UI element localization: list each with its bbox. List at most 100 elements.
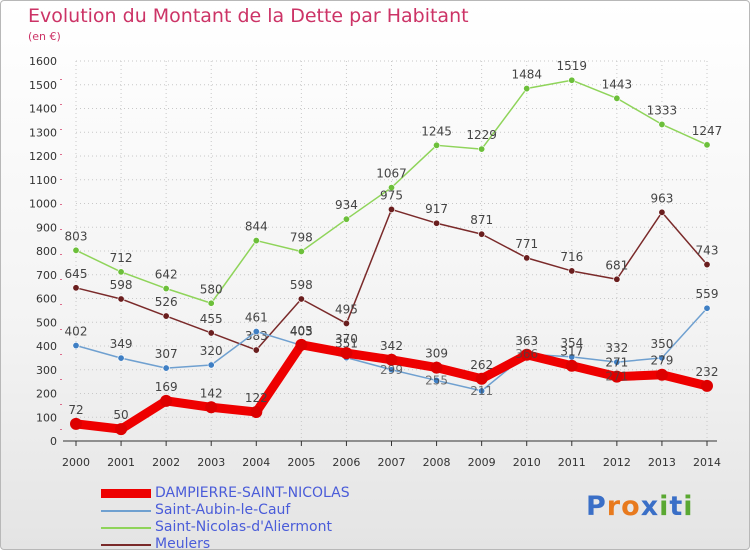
- data-label: 50: [113, 408, 128, 422]
- data-point: [613, 275, 621, 283]
- data-point: [205, 401, 218, 414]
- data-label: 526: [155, 295, 178, 309]
- legend-swatch: [101, 510, 151, 512]
- data-label: 405: [290, 324, 313, 338]
- data-point: [72, 246, 80, 254]
- y-tick-label: 1200: [29, 150, 57, 163]
- data-label: 142: [200, 386, 223, 400]
- x-tick-label: 2011: [558, 456, 586, 469]
- data-point: [162, 312, 170, 320]
- data-point: [703, 141, 711, 149]
- y-tick-label: 700: [36, 269, 57, 282]
- data-point: [297, 247, 305, 255]
- logo-letter: t: [669, 491, 684, 522]
- data-point: [523, 254, 531, 262]
- data-label: 363: [515, 334, 538, 348]
- y-tick-label: 0: [50, 435, 57, 448]
- data-label: 1484: [511, 68, 542, 82]
- y-tick-label: 300: [36, 364, 57, 377]
- y-tick-label: 1000: [29, 198, 57, 211]
- data-point: [342, 319, 350, 327]
- y-tick-label: 400: [36, 340, 57, 353]
- data-label: 975: [380, 188, 403, 202]
- data-label: 232: [696, 365, 719, 379]
- logo-letter: i: [659, 491, 670, 522]
- data-point: [478, 387, 486, 395]
- data-label: 332: [605, 341, 628, 355]
- data-label: 963: [650, 191, 673, 205]
- data-label: 1519: [557, 59, 588, 73]
- x-tick-label: 2002: [152, 456, 180, 469]
- data-label: 461: [245, 311, 268, 325]
- data-label: 598: [290, 278, 313, 292]
- data-label: 122: [245, 391, 268, 405]
- data-point: [117, 354, 125, 362]
- x-tick-label: 2009: [468, 456, 496, 469]
- data-label: 803: [65, 229, 88, 243]
- data-point: [478, 145, 486, 153]
- data-label: 354: [560, 336, 583, 350]
- data-point: [252, 346, 260, 354]
- logo-letter: o: [621, 491, 641, 522]
- y-tick-label: 900: [36, 221, 57, 234]
- data-label: 279: [650, 354, 673, 368]
- data-label: 455: [200, 312, 223, 326]
- logo-letter: r: [606, 491, 622, 522]
- x-tick-label: 2005: [287, 456, 315, 469]
- y-tick-label: 1100: [29, 174, 57, 187]
- data-label: 366: [515, 347, 538, 361]
- data-point: [207, 299, 215, 307]
- data-point: [658, 120, 666, 128]
- data-label: 307: [155, 347, 178, 361]
- data-label: 169: [155, 380, 178, 394]
- data-point: [162, 285, 170, 293]
- data-label: 1067: [376, 167, 407, 181]
- data-point: [433, 141, 441, 149]
- data-point: [250, 406, 263, 419]
- data-label: 559: [696, 287, 719, 301]
- legend-swatch: [101, 527, 151, 529]
- data-label: 580: [200, 282, 223, 296]
- data-label: 871: [470, 213, 493, 227]
- data-point: [523, 85, 531, 93]
- data-label: 798: [290, 230, 313, 244]
- data-label: 771: [515, 237, 538, 251]
- legend-swatch: [101, 544, 151, 546]
- data-label: 370: [335, 332, 358, 346]
- data-point: [478, 230, 486, 238]
- data-label: 271: [605, 370, 628, 384]
- x-tick-label: 2003: [197, 456, 225, 469]
- data-point: [297, 295, 305, 303]
- data-label: 844: [245, 220, 268, 234]
- data-label: 349: [110, 337, 133, 351]
- data-point: [703, 261, 711, 269]
- data-point: [252, 237, 260, 245]
- data-label: 402: [65, 325, 88, 339]
- data-point: [162, 364, 170, 372]
- logo-letter: i: [683, 491, 694, 522]
- data-point: [613, 358, 621, 366]
- data-point: [117, 295, 125, 303]
- data-point: [387, 366, 395, 374]
- data-label: 642: [155, 268, 178, 282]
- data-label: 320: [200, 344, 223, 358]
- data-point: [568, 76, 576, 84]
- data-label: 495: [335, 302, 358, 316]
- data-label: 743: [696, 244, 719, 258]
- data-label: 350: [650, 337, 673, 351]
- data-label: 403: [290, 324, 313, 338]
- data-label: 317: [560, 345, 583, 359]
- data-label: 255: [425, 373, 448, 387]
- data-label: 598: [110, 278, 133, 292]
- data-label: 917: [425, 202, 448, 216]
- data-label: 262: [470, 358, 493, 372]
- data-point: [565, 359, 578, 372]
- legend-label: Saint-Nicolas-d'Aliermont: [155, 519, 332, 535]
- legend-label: Meulers: [155, 536, 211, 550]
- data-point: [207, 329, 215, 337]
- x-tick-label: 2004: [242, 456, 270, 469]
- data-point: [295, 338, 308, 351]
- data-label: 342: [380, 339, 403, 353]
- data-label: 934: [335, 198, 358, 212]
